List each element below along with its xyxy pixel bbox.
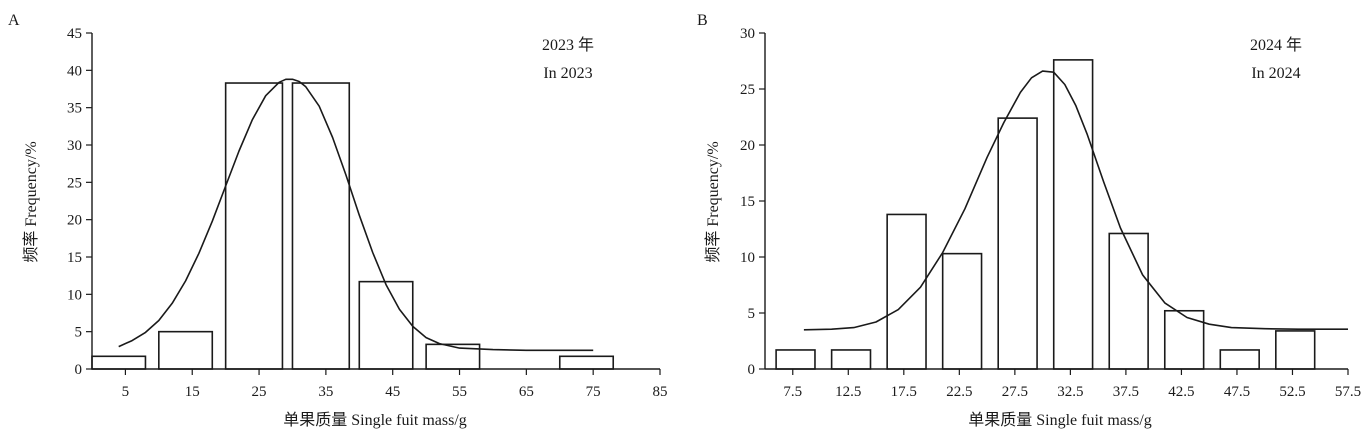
panel-b-year-label-cn: 2024 年	[1250, 36, 1302, 54]
panel-b-y-tick-label-4: 20	[740, 138, 755, 154]
panel-a-y-tick-label-2: 10	[67, 287, 82, 303]
panel-a-y-tick-label-5: 25	[67, 175, 82, 191]
panel-a-year-label-cn: 2023 年	[542, 36, 594, 54]
panel-b-bar-2	[886, 213, 927, 370]
panel-a-bar-0	[91, 355, 147, 370]
panel-a-x-tick-label-8: 85	[653, 384, 668, 400]
panel-b-bar-7	[1163, 309, 1205, 370]
panel-a-y-tick-label-4: 20	[67, 213, 82, 229]
panel-b-bar-6	[1108, 232, 1149, 370]
panel-b-fit-curve	[803, 70, 1348, 331]
panel-a-bar-6	[558, 355, 615, 370]
panel-a-x-axis-title: 单果质量 Single fuit mass/g	[283, 411, 467, 429]
panel-a-y-tick-label-8: 40	[67, 63, 82, 79]
panel-b-y-tick-label-0: 0	[748, 362, 756, 378]
panel-a-bar-3	[291, 82, 351, 370]
panel-b-y-tick-label-5: 25	[740, 82, 755, 98]
panel-a-x-tick-label-1: 15	[185, 384, 200, 400]
panel-b-x-tick-label-5: 32.5	[1057, 384, 1083, 400]
panel-b-y-tick-label-6: 30	[740, 26, 755, 42]
panel-b-y-tick-label-3: 15	[740, 194, 755, 210]
panel-b-x-tick-label-3: 22.5	[946, 384, 972, 400]
panel-b-x-tick-label-6: 37.5	[1113, 384, 1139, 400]
panel-a-x-tick-label-0: 5	[122, 384, 130, 400]
panel-a-fit-curve	[118, 78, 594, 352]
panel-b-x-tick-label-10: 57.5	[1335, 384, 1361, 400]
panel-b-bar-0	[775, 349, 816, 370]
panel-b-x-tick-label-7: 42.5	[1168, 384, 1194, 400]
panel-a-year-label-en: In 2023	[543, 65, 592, 82]
panel-a-x-tick-label-2: 25	[252, 384, 267, 400]
panel-a-bar-1	[158, 330, 214, 370]
panel-b-bar-3	[941, 252, 983, 370]
panel-a-y-tick-label-0: 0	[75, 362, 83, 378]
panel-b-y-tick-label-2: 10	[740, 250, 755, 266]
panel-a-y-tick-label-1: 5	[75, 325, 83, 341]
panel-b-x-tick-label-8: 47.5	[1224, 384, 1250, 400]
panel-a-x-tick-label-5: 55	[452, 384, 467, 400]
panel-b-bar-9	[1275, 330, 1316, 370]
panel-b-bar-1	[830, 349, 872, 370]
panel-b-x-tick-label-4: 27.5	[1002, 384, 1028, 400]
panel-a-bar-4	[358, 280, 414, 370]
panel-a-y-tick-label-7: 35	[67, 101, 82, 117]
panel-a-letter: A	[8, 12, 20, 29]
panel-b-y-axis-title: 频率 Frequency/%	[704, 141, 722, 262]
panel-b: B 2024 年 In 2024 单果质量 Single fuit mass/g…	[697, 12, 1361, 429]
panel-a-y-axis-title: 频率 Frequency/%	[22, 141, 40, 262]
panel-a-y-tick-label-6: 30	[67, 138, 82, 154]
panel-b-y-tick-label-1: 5	[748, 306, 756, 322]
panel-a-y-tick-label-9: 45	[67, 26, 82, 42]
panel-b-bar-4	[997, 117, 1038, 370]
panel-b-x-tick-label-2: 17.5	[891, 384, 917, 400]
panel-b-bar-8	[1219, 349, 1260, 370]
panel-b-letter: B	[697, 12, 708, 29]
panel-b-x-tick-label-9: 52.5	[1279, 384, 1305, 400]
panel-b-plot: 0 5 10 15 20 25 30 7.5 12.5 17.5 22.5 27.5 32.5 37.5 4…	[740, 26, 1361, 400]
panel-a-y-tick-label-3: 15	[67, 250, 82, 266]
panel-b-x-tick-label-0: 7.5	[783, 384, 802, 400]
panel-a-x-tick-label-4: 45	[385, 384, 400, 400]
panel-b-year-label-en: In 2024	[1251, 65, 1300, 82]
panel-a-x-tick-label-7: 75	[586, 384, 601, 400]
panel-a: A 2023 年 In 2023 单果质量 Single fuit mass/g…	[8, 12, 668, 429]
panel-a-x-tick-label-6: 65	[519, 384, 534, 400]
panel-a-bar-2	[224, 82, 284, 370]
panel-a-x-tick-label-3: 35	[318, 384, 333, 400]
panel-a-plot: 0 5 10 15 20 25 30 35 40 45 5 15 25 35 45 55 65 75 85	[67, 26, 668, 400]
panel-b-x-axis-title: 单果质量 Single fuit mass/g	[968, 411, 1152, 429]
panel-b-x-tick-label-1: 12.5	[835, 384, 861, 400]
panel-b-bar-5	[1052, 59, 1094, 370]
